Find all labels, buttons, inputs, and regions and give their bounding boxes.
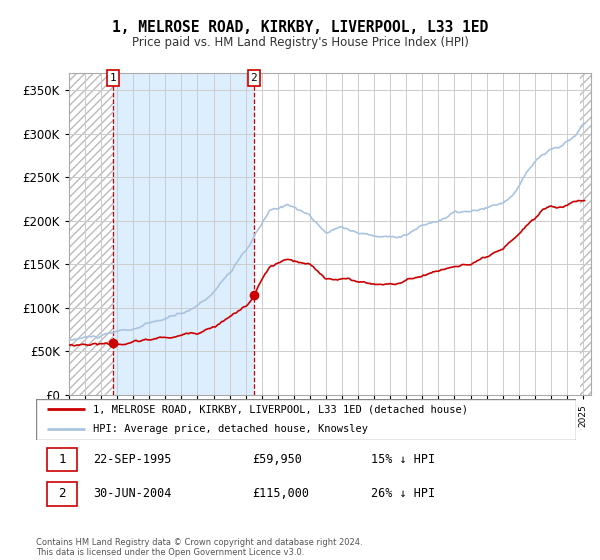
Text: HPI: Average price, detached house, Knowsley: HPI: Average price, detached house, Know… <box>92 424 368 434</box>
Text: 22-SEP-1995: 22-SEP-1995 <box>92 453 171 466</box>
FancyBboxPatch shape <box>47 482 77 506</box>
Bar <box>580 73 591 395</box>
Text: 1: 1 <box>58 453 65 466</box>
Text: 30-JUN-2004: 30-JUN-2004 <box>92 487 171 501</box>
Text: Price paid vs. HM Land Registry's House Price Index (HPI): Price paid vs. HM Land Registry's House … <box>131 36 469 49</box>
Text: 15% ↓ HPI: 15% ↓ HPI <box>371 453 435 466</box>
Text: 2: 2 <box>250 73 257 83</box>
Text: 1: 1 <box>109 73 116 83</box>
Text: 2: 2 <box>58 487 65 501</box>
Bar <box>69 73 113 395</box>
Text: £115,000: £115,000 <box>252 487 309 501</box>
Text: 1, MELROSE ROAD, KIRKBY, LIVERPOOL, L33 1ED (detached house): 1, MELROSE ROAD, KIRKBY, LIVERPOOL, L33 … <box>92 404 468 414</box>
Text: Contains HM Land Registry data © Crown copyright and database right 2024.
This d: Contains HM Land Registry data © Crown c… <box>36 538 362 557</box>
Text: 26% ↓ HPI: 26% ↓ HPI <box>371 487 435 501</box>
FancyBboxPatch shape <box>47 448 77 472</box>
Bar <box>113 73 254 395</box>
Text: £59,950: £59,950 <box>252 453 302 466</box>
Text: 1, MELROSE ROAD, KIRKBY, LIVERPOOL, L33 1ED: 1, MELROSE ROAD, KIRKBY, LIVERPOOL, L33 … <box>112 20 488 35</box>
